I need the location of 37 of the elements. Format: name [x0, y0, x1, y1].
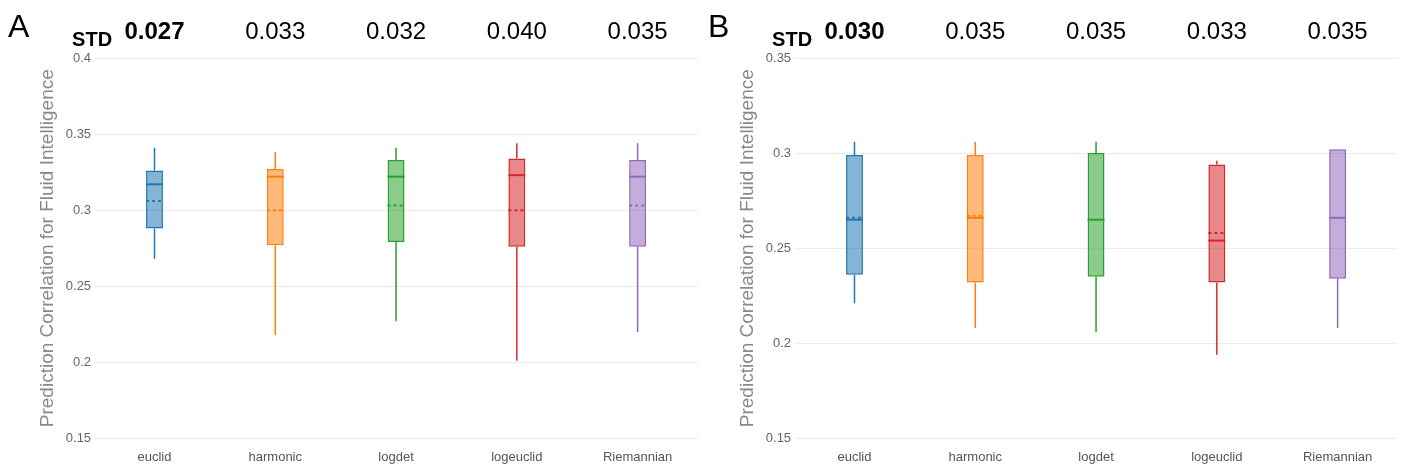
y-tick-label: 0.2	[773, 334, 792, 350]
y-tick-label: 0.15	[765, 429, 792, 445]
x-tick-label: euclid	[837, 448, 872, 464]
y-axis-title: Prediction Correlation for Fluid Intelligence	[735, 69, 757, 428]
x-tick-label: Riemannian	[1302, 448, 1373, 464]
y-tick-label: 0.3	[73, 201, 92, 217]
y-tick-label: 0.25	[765, 239, 792, 255]
y-axis-title: Prediction Correlation for Fluid Intelligence	[35, 69, 57, 428]
y-tick-label: 0.25	[65, 277, 92, 293]
y-tick-label: 0.4	[73, 49, 92, 65]
text: 0.027	[124, 16, 185, 44]
x-tick-label: harmonic	[248, 448, 303, 464]
text: 0.035	[945, 16, 1006, 44]
text: 0.035	[607, 16, 668, 44]
x-tick-label: logeuclid	[1191, 448, 1243, 464]
y-tick-label: 0.35	[765, 49, 792, 65]
x-tick-label: logdet	[1078, 448, 1115, 464]
text: STD	[772, 27, 813, 50]
x-tick-label: Riemannian	[602, 448, 673, 464]
x-tick-label: euclid	[137, 448, 172, 464]
y-tick-label: 0.2	[73, 353, 92, 369]
text: 0.032	[366, 16, 427, 44]
text: 0.040	[486, 16, 547, 44]
chart-title: B	[708, 8, 730, 44]
text: STD	[72, 27, 113, 50]
x-tick-label: logdet	[378, 448, 415, 464]
y-tick-label: 0.35	[65, 125, 92, 141]
y-tick-label: 0.15	[65, 429, 92, 445]
text: 0.035	[1307, 16, 1368, 44]
text: 0.035	[1066, 16, 1127, 44]
x-tick-label: harmonic	[948, 448, 1003, 464]
text: 0.033	[245, 16, 306, 44]
text: 0.033	[1186, 16, 1247, 44]
y-tick-label: 0.3	[773, 144, 792, 160]
x-tick-label: logeuclid	[491, 448, 543, 464]
chart-title: A	[8, 8, 30, 44]
text: 0.030	[824, 16, 885, 44]
